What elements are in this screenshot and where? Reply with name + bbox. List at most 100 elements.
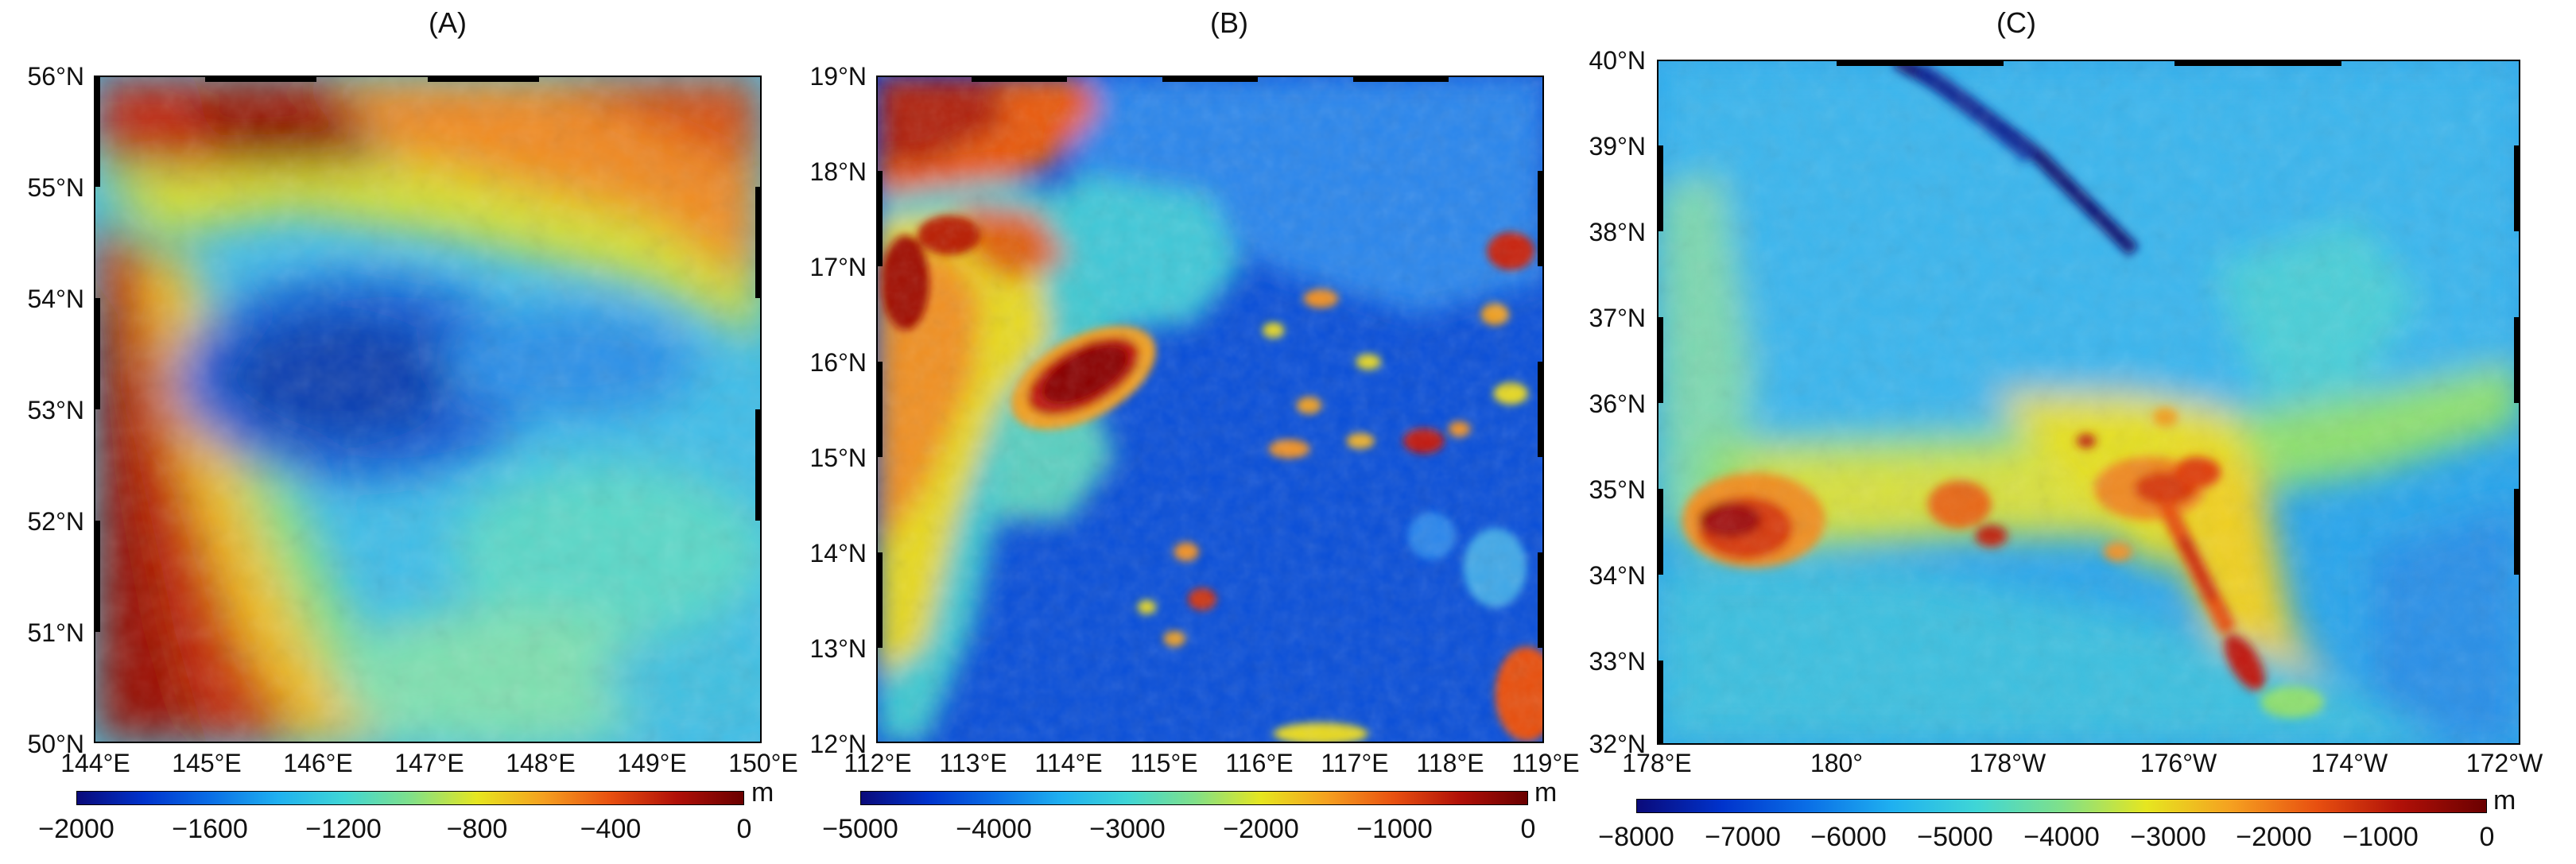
panel-c-colorbar-tick: −4000: [2023, 822, 2100, 852]
panel-a-frame-segment: [428, 76, 539, 82]
panel-c-frame-segment: [2514, 317, 2520, 403]
panel-b-x-tick: 114°E: [1034, 749, 1103, 777]
panel-c-x-tick: 178°E: [1622, 749, 1692, 777]
panel-c-colorbar-tick: −5000: [1917, 822, 1993, 852]
panel-b-x-tick: 118°E: [1416, 749, 1484, 777]
panel-b-y-tick: 15°N: [809, 444, 867, 472]
panel-c-colorbar-tick: −2000: [2236, 822, 2312, 852]
panel-a-x-tick: 148°E: [506, 749, 576, 777]
panel-a-map-graphic: [95, 77, 760, 742]
panel-b-y-tick: 13°N: [809, 634, 867, 663]
panel-c-colorbar-tick: −8000: [1598, 822, 1674, 852]
panel-c-frame-segment: [1657, 661, 1663, 745]
panel-a-y-tick: 51°N: [27, 618, 85, 647]
panel-a-x-tick: 149°E: [617, 749, 687, 777]
panel-a-y-tick: 55°N: [27, 173, 85, 202]
panel-a-frame-segment: [94, 76, 100, 187]
panel-b-colorbar-unit: m: [1534, 777, 1558, 808]
panel-c-x-tick: 178°W: [1969, 749, 2046, 777]
panel-c-x-tick: 172°W: [2465, 749, 2543, 777]
panel-b-colorbar-tick: −4000: [956, 814, 1032, 844]
panel-b-map-graphic: [878, 77, 1542, 742]
panel-c-y-tick: 32°N: [1589, 730, 1647, 758]
panel-c-frame-segment: [2514, 489, 2520, 575]
panel-c-colorbar-unit: m: [2493, 785, 2516, 816]
panel-a-colorbar: [76, 791, 744, 805]
panel-b-y-tick: 16°N: [809, 348, 867, 377]
panel-a-colorbar-unit: m: [751, 777, 774, 808]
panel-b-frame-segment: [1162, 76, 1258, 82]
panel-c-colorbar: [1636, 799, 2487, 813]
panel-a-colorbar-tick: 0: [736, 814, 752, 844]
panel-c-colorbar-tick: −6000: [1810, 822, 1887, 852]
panel-b-frame-segment: [1538, 362, 1544, 457]
panel-a-y-tick: 54°N: [27, 285, 85, 313]
panel-b-frame-segment: [1538, 171, 1544, 266]
panel-a-frame-segment: [755, 409, 762, 521]
panel-b-x-tick: 116°E: [1225, 749, 1294, 777]
panel-c-colorbar-tick: −3000: [2130, 822, 2206, 852]
panel-a-bathymetry-map: [94, 76, 762, 743]
panel-c-colorbar-tick: −1000: [2342, 822, 2419, 852]
panel-b-frame-segment: [876, 552, 883, 648]
panel-b-colorbar-tick: −5000: [822, 814, 898, 844]
panel-c-colorbar-tick: 0: [2479, 822, 2495, 852]
panel-b-colorbar-tick: 0: [1520, 814, 1536, 844]
panel-a-colorbar-tick: −1600: [172, 814, 248, 844]
panel-c-map-graphic: [1658, 61, 2519, 743]
panel-b-colorbar-tick: −3000: [1089, 814, 1166, 844]
panel-a-frame-segment: [94, 298, 100, 409]
panel-c-colorbar-tick: −7000: [1705, 822, 1781, 852]
panel-a-x-tick: 145°E: [172, 749, 242, 777]
panel-c-y-tick: 35°N: [1589, 475, 1647, 504]
panel-a-frame-segment: [205, 76, 316, 82]
panel-b-y-tick: 18°N: [809, 157, 867, 186]
panel-c-bathymetry-map: [1657, 60, 2520, 745]
panel-c-frame-segment: [1657, 317, 1663, 403]
panel-b-x-tick: 115°E: [1130, 749, 1198, 777]
panel-b-frame-segment: [876, 171, 883, 266]
panel-b-colorbar-tick: −1000: [1356, 814, 1433, 844]
panel-c-frame-segment: [2514, 145, 2520, 231]
panel-c-title: (C): [1996, 6, 2036, 39]
panel-a-colorbar-tick: −1200: [305, 814, 382, 844]
panel-b-frame-segment: [972, 76, 1067, 82]
panel-a-colorbar-tick: −2000: [38, 814, 114, 844]
panel-c-y-tick: 34°N: [1589, 561, 1647, 590]
panel-b-bathymetry-map: [876, 76, 1544, 743]
panel-b-colorbar: [860, 791, 1528, 805]
panel-b-y-tick: 12°N: [809, 730, 867, 758]
panel-c-frame-segment: [2174, 60, 2341, 66]
panel-c-x-tick: 174°W: [2310, 749, 2388, 777]
panel-b-y-tick: 14°N: [809, 539, 867, 568]
panel-c-frame-segment: [1837, 60, 2004, 66]
panel-b-y-tick: 19°N: [809, 62, 867, 91]
panel-b-frame-segment: [1538, 552, 1544, 648]
panel-c-y-tick: 39°N: [1589, 132, 1647, 161]
panel-b-x-tick: 113°E: [939, 749, 1007, 777]
panel-a-title: (A): [429, 6, 467, 39]
panel-b-frame-segment: [1353, 76, 1449, 82]
panel-c-y-tick: 38°N: [1589, 218, 1647, 246]
panel-c-y-tick: 40°N: [1589, 46, 1647, 75]
panel-c-x-tick: 180°: [1810, 749, 1864, 777]
panel-b-x-tick: 117°E: [1321, 749, 1389, 777]
panel-a-x-tick: 144°E: [60, 749, 130, 777]
panel-a-frame-segment: [94, 521, 100, 632]
panel-a-y-tick: 52°N: [27, 507, 85, 536]
panel-c-x-tick: 176°W: [2140, 749, 2217, 777]
panel-b-x-tick: 119°E: [1511, 749, 1580, 777]
panel-c-frame-segment: [1657, 489, 1663, 575]
panel-a-y-tick: 53°N: [27, 396, 85, 424]
panel-c-y-tick: 33°N: [1589, 647, 1647, 676]
panel-a-x-tick: 147°E: [394, 749, 464, 777]
panel-b-y-tick: 17°N: [809, 253, 867, 281]
panel-a-colorbar-tick: −800: [446, 814, 508, 844]
panel-a-frame-segment: [755, 187, 762, 298]
panel-b-x-tick: 112°E: [844, 749, 912, 777]
panel-a-y-tick: 50°N: [27, 730, 85, 758]
panel-b-colorbar-tick: −2000: [1223, 814, 1299, 844]
panel-b-title: (B): [1210, 6, 1248, 39]
panel-c-frame-segment: [1657, 145, 1663, 231]
panel-c-y-tick: 36°N: [1589, 389, 1647, 418]
